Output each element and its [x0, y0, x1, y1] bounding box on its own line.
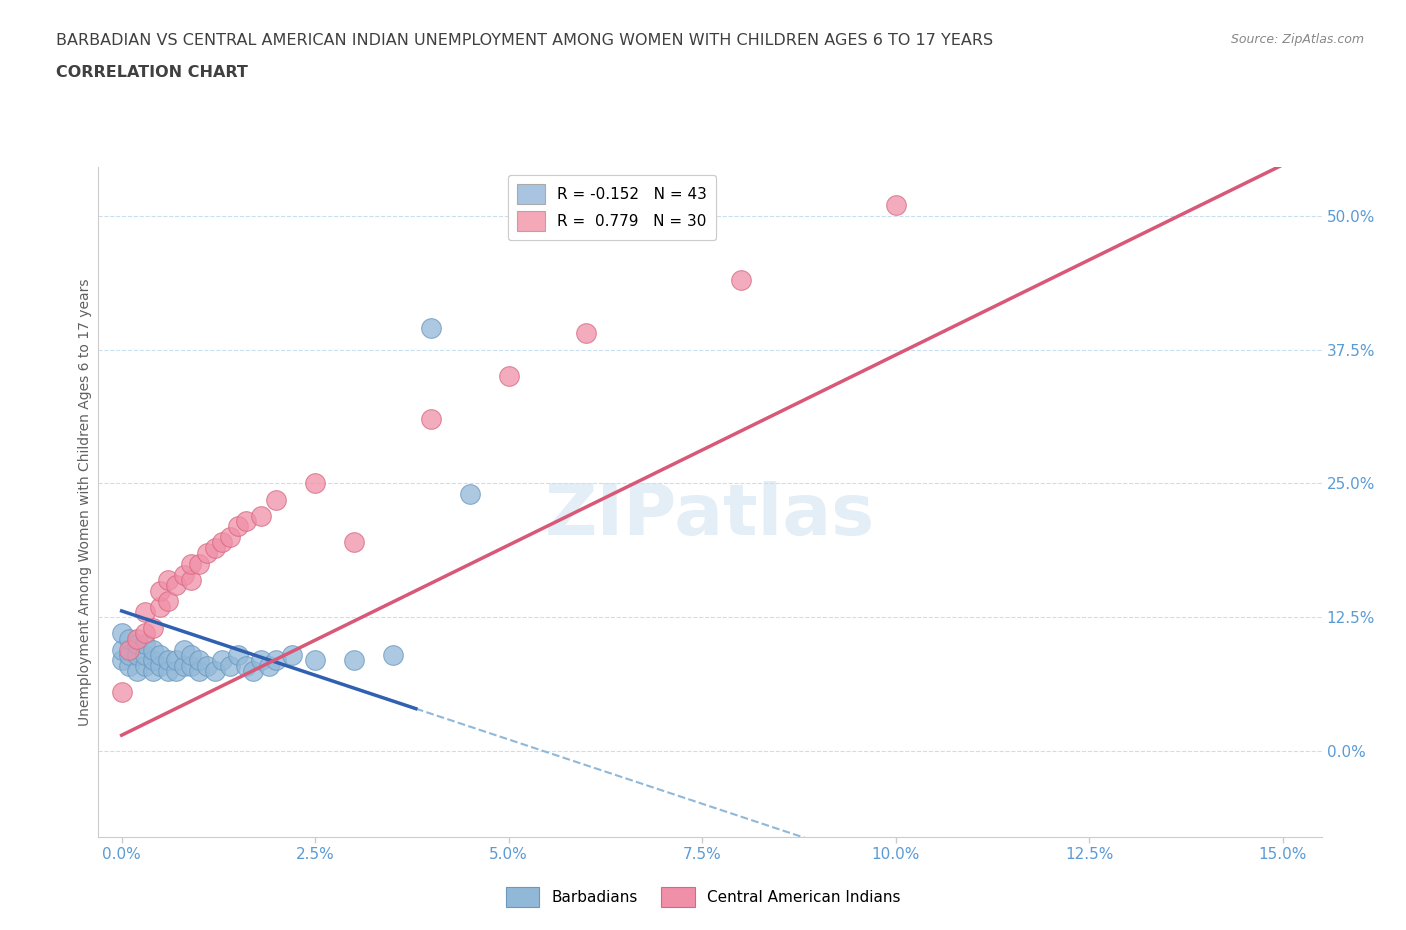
Point — [195, 658, 218, 673]
Point — [111, 684, 134, 699]
Point — [165, 653, 187, 668]
Point — [226, 519, 249, 534]
Point — [134, 626, 156, 641]
Point — [381, 647, 404, 662]
Point — [211, 535, 233, 550]
Point — [188, 556, 211, 571]
Point — [219, 529, 242, 544]
Text: ZIPatlas: ZIPatlas — [546, 481, 875, 550]
Point — [188, 663, 211, 678]
Point — [226, 647, 249, 662]
Point — [142, 620, 165, 635]
Point — [266, 492, 288, 507]
Point — [498, 369, 520, 384]
Point — [304, 476, 326, 491]
Point — [149, 658, 172, 673]
Point — [219, 658, 242, 673]
Point — [180, 658, 202, 673]
Point — [157, 573, 180, 588]
Point — [142, 653, 165, 668]
Point — [127, 637, 149, 652]
Point — [127, 647, 149, 662]
Point — [304, 653, 326, 668]
Text: BARBADIAN VS CENTRAL AMERICAN INDIAN UNEMPLOYMENT AMONG WOMEN WITH CHILDREN AGES: BARBADIAN VS CENTRAL AMERICAN INDIAN UNE… — [56, 33, 994, 47]
Point — [211, 653, 233, 668]
Point — [134, 637, 156, 652]
Point — [204, 540, 226, 555]
Point — [235, 513, 257, 528]
Point — [111, 653, 134, 668]
Point — [157, 653, 180, 668]
Point — [250, 653, 273, 668]
Point — [134, 604, 156, 619]
Point — [204, 663, 226, 678]
Point — [180, 556, 202, 571]
Text: Source: ZipAtlas.com: Source: ZipAtlas.com — [1230, 33, 1364, 46]
Point — [118, 631, 141, 646]
Point — [157, 594, 180, 609]
Point — [157, 663, 180, 678]
Point — [173, 642, 195, 657]
Point — [134, 658, 156, 673]
Point — [266, 653, 288, 668]
Point — [730, 272, 752, 287]
Legend: Barbadians, Central American Indians: Barbadians, Central American Indians — [499, 882, 907, 913]
Point — [142, 642, 165, 657]
Point — [884, 197, 907, 212]
Text: CORRELATION CHART: CORRELATION CHART — [56, 65, 247, 80]
Point — [173, 658, 195, 673]
Point — [250, 508, 273, 523]
Point — [142, 663, 165, 678]
Legend: R = -0.152   N = 43, R =  0.779   N = 30: R = -0.152 N = 43, R = 0.779 N = 30 — [508, 175, 716, 240]
Point — [165, 663, 187, 678]
Point — [575, 326, 598, 341]
Point — [149, 599, 172, 614]
Point — [420, 321, 443, 336]
Point — [420, 412, 443, 427]
Point — [118, 647, 141, 662]
Point — [127, 631, 149, 646]
Point — [165, 578, 187, 592]
Point — [343, 535, 366, 550]
Point — [180, 573, 202, 588]
Point — [281, 647, 304, 662]
Point — [173, 567, 195, 582]
Point — [257, 658, 280, 673]
Point — [188, 653, 211, 668]
Point — [134, 647, 156, 662]
Point — [111, 642, 134, 657]
Point — [149, 647, 172, 662]
Point — [180, 647, 202, 662]
Point — [149, 583, 172, 598]
Point — [118, 658, 141, 673]
Point — [458, 486, 481, 501]
Point — [118, 642, 141, 657]
Point — [195, 546, 218, 561]
Point — [127, 663, 149, 678]
Point — [235, 658, 257, 673]
Point — [343, 653, 366, 668]
Y-axis label: Unemployment Among Women with Children Ages 6 to 17 years: Unemployment Among Women with Children A… — [79, 278, 93, 726]
Point — [242, 663, 264, 678]
Point — [111, 626, 134, 641]
